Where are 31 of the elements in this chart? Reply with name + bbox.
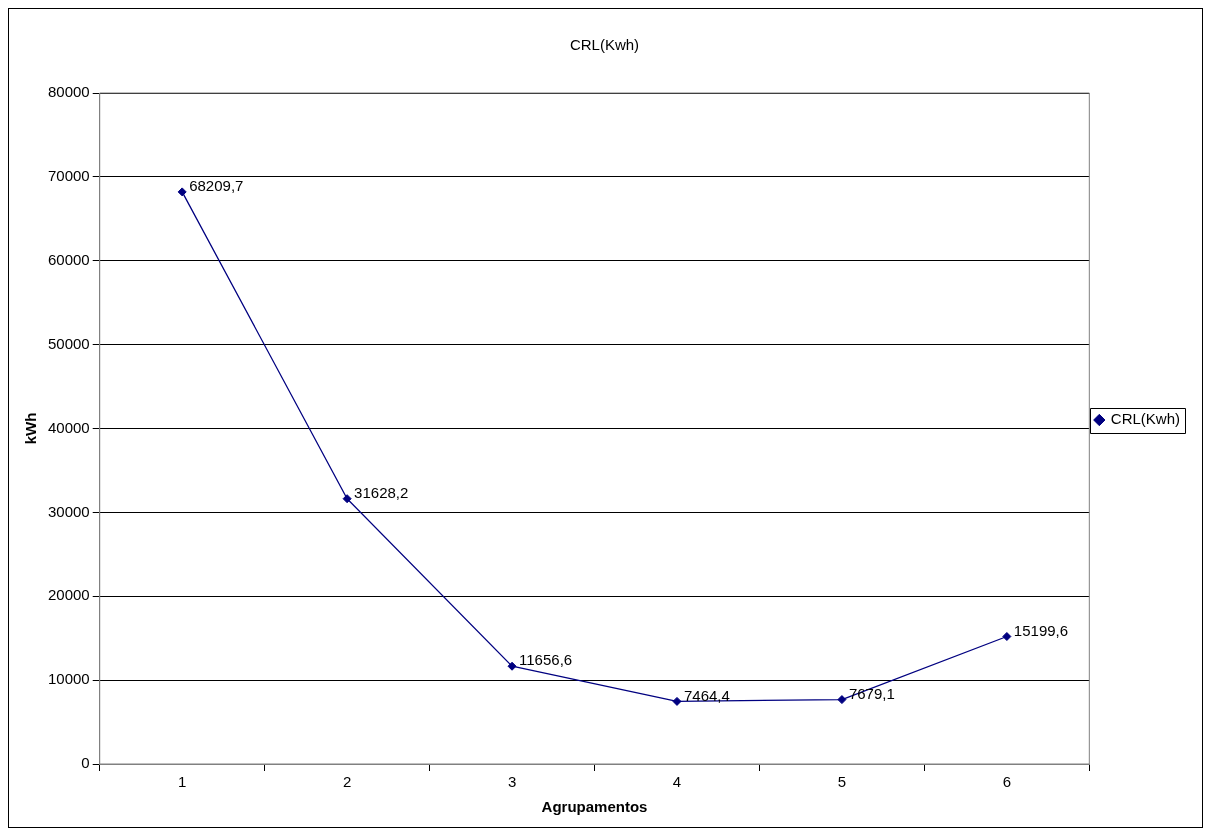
x-tick-label: 6 [1002,773,1012,791]
y-tick-label: 40000 [47,418,90,436]
chart-title: CRL(Kwh) [569,36,640,54]
point [177,187,187,197]
data-label: 15199,6 [1013,621,1069,639]
point [507,661,517,671]
point [672,696,682,706]
point [837,695,847,705]
y-tick-label: 0 [81,754,90,772]
data-label: 7464,4 [683,686,730,704]
data-label: 11656,6 [519,651,573,669]
y-tick-label: 20000 [47,586,90,604]
data-label: 31628,2 [354,483,409,501]
x-tick-label: 5 [837,773,847,791]
y-tick-label: 50000 [47,334,90,352]
data-label: 7679,1 [848,684,895,702]
x-tick-label: 3 [507,773,517,791]
x-tick-label: 4 [672,773,682,791]
y-tick-label: 80000 [47,83,90,101]
data-label: 68209,7 [189,177,244,195]
point [342,494,352,504]
x-tick-label: 2 [342,773,352,791]
y-axis-title: kWh [22,412,40,445]
y-tick-label: 30000 [47,502,90,520]
x-tick-label: 1 [178,773,187,791]
x-axis-title: Agrupamentos [541,798,648,816]
point [1002,632,1012,642]
legend-label: CRL(Kwh) [1110,410,1181,428]
y-tick-label: 60000 [47,250,90,268]
y-tick-label: 70000 [47,167,90,185]
y-tick-label: 10000 [47,670,90,688]
